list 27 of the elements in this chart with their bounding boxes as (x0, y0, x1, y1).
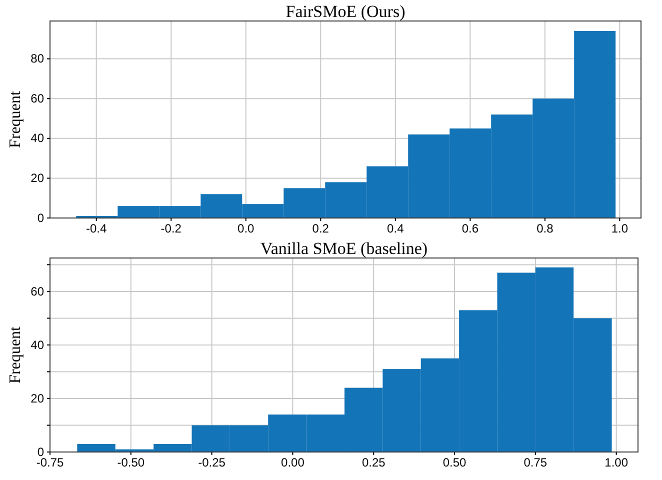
y-tick-label: 80 (30, 52, 44, 66)
x-tick-label: 0.50 (442, 456, 467, 470)
y-tick-label: 40 (30, 131, 44, 146)
y-tick-label: 40 (30, 338, 44, 352)
x-tick-label: 1.00 (604, 456, 628, 470)
x-tick-label: -0.25 (198, 456, 226, 470)
x-tick-label: 0.0 (238, 222, 255, 236)
x-tick-label: -0.2 (160, 222, 182, 236)
x-tick-label: 0.6 (462, 222, 479, 236)
y-tick-label: 0 (37, 210, 44, 225)
y-tick-label: 60 (30, 91, 44, 106)
chart-title: FairSMoE (Ours) (286, 2, 406, 21)
x-tick-label: 0.4 (387, 222, 404, 236)
x-tick-label: -0.4 (86, 222, 108, 236)
x-tick-label: -0.50 (117, 456, 145, 470)
x-tick-label: 0.75 (524, 456, 548, 470)
y-tick-label: 60 (30, 284, 44, 298)
y-axis-title: Frequent (7, 90, 24, 148)
x-tick-label: 0.8 (536, 222, 554, 236)
chart-title: Vanilla SMoE (baseline) (260, 239, 428, 258)
y-axis-title: Frequent (7, 326, 24, 384)
x-tick-label: 0.00 (281, 456, 305, 470)
x-tick-label: 0.25 (362, 456, 386, 470)
x-tick-label: 0.2 (312, 222, 330, 236)
y-tick-label: 20 (30, 171, 44, 186)
y-tick-label: 20 (30, 391, 44, 406)
x-tick-label: 1.0 (611, 222, 628, 236)
